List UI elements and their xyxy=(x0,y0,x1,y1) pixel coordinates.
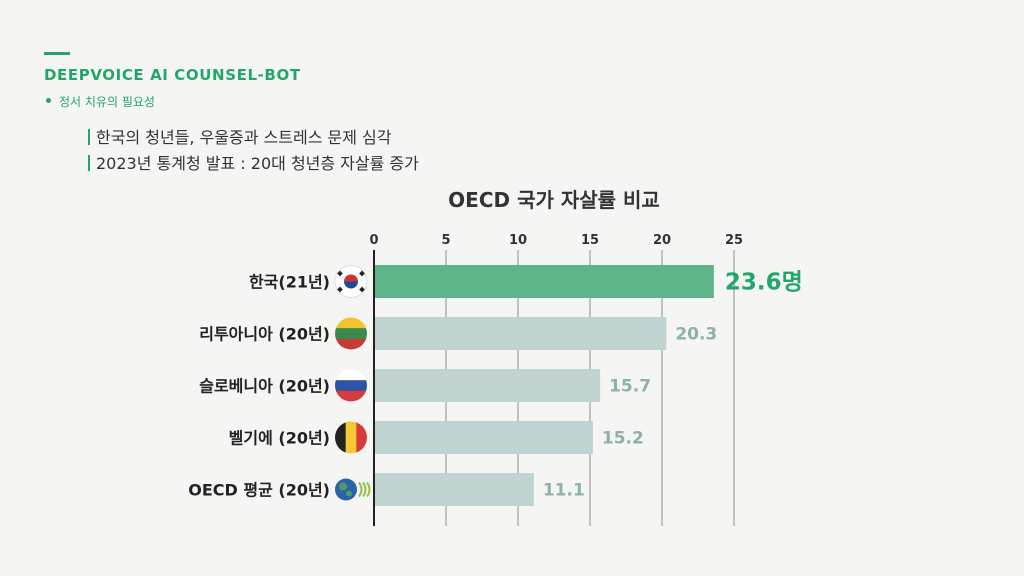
bar xyxy=(374,265,714,298)
topic-bullet: 정서 치유의 필요성 xyxy=(46,93,155,110)
slovenia-flag-icon xyxy=(335,369,367,402)
x-tick-label: 5 xyxy=(441,233,450,248)
x-tick-label: 20 xyxy=(653,233,671,248)
headline-marker xyxy=(88,129,90,145)
data-label: 11.1 xyxy=(543,481,585,501)
headline-1: 한국의 청년들, 우울증과 스트레스 문제 심각 xyxy=(88,124,391,148)
x-tick-label: 15 xyxy=(581,233,599,248)
brand-accent-rule xyxy=(44,52,70,55)
category-label: 벨기에 (20년) xyxy=(229,429,330,448)
brand-name: DEEPVOICE AI COUNSEL-BOT xyxy=(44,66,301,84)
x-tick-label: 25 xyxy=(725,233,743,248)
x-tick-label: 0 xyxy=(369,233,378,248)
category-label: 리투아니아 (20년) xyxy=(199,325,330,344)
data-label: 15.2 xyxy=(602,429,644,449)
bullet-dot-icon xyxy=(46,98,51,103)
category-label: 슬로베니아 (20년) xyxy=(199,377,330,396)
headline-marker xyxy=(88,155,90,171)
headline-2: 2023년 통계청 발표 : 20대 청년층 자살률 증가 xyxy=(88,150,419,174)
bar xyxy=(374,421,593,454)
bar xyxy=(374,473,534,506)
x-tick-label: 10 xyxy=(509,233,527,248)
headline-1-text: 한국의 청년들, 우울증과 스트레스 문제 심각 xyxy=(96,128,392,147)
korea-flag-icon xyxy=(334,265,368,298)
topic-label: 정서 치유의 필요성 xyxy=(59,95,155,109)
belgium-flag-icon xyxy=(335,421,367,454)
chart-title: OECD 국가 자살률 비교 xyxy=(448,188,660,212)
bar xyxy=(374,317,667,350)
bar xyxy=(374,369,601,402)
oecd-logo-icon xyxy=(335,478,371,501)
category-label: 한국(21년) xyxy=(249,273,330,292)
data-label: 20.3 xyxy=(675,325,717,345)
data-label: 15.7 xyxy=(609,377,651,397)
data-label: 23.6명 xyxy=(725,270,803,296)
lithuania-flag-icon xyxy=(335,317,367,350)
category-label: OECD 평균 (20년) xyxy=(188,481,330,500)
headline-2-text: 2023년 통계청 발표 : 20대 청년층 자살률 증가 xyxy=(96,154,419,173)
